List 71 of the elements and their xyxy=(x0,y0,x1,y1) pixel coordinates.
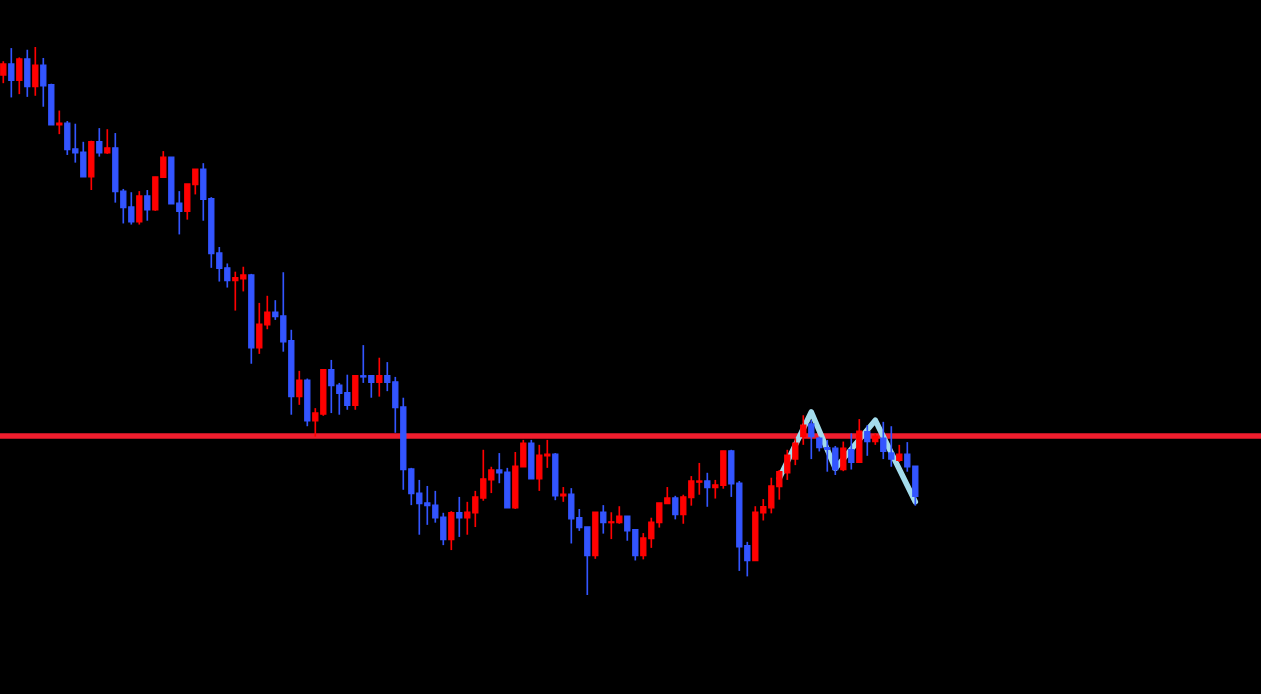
candlestick xyxy=(480,448,487,502)
candlestick xyxy=(56,109,63,135)
candlestick xyxy=(824,439,831,473)
candlestick xyxy=(688,475,695,507)
candlestick xyxy=(544,439,551,469)
candlestick xyxy=(904,441,911,473)
candlestick xyxy=(880,420,887,460)
candlestick xyxy=(72,122,79,164)
candlestick xyxy=(160,150,167,179)
candlestick xyxy=(360,344,367,384)
candlestick xyxy=(832,445,839,476)
candlestick xyxy=(520,439,527,468)
candlestick xyxy=(864,424,871,457)
candlestick xyxy=(344,373,351,411)
candlestick xyxy=(256,302,263,355)
candlestick xyxy=(240,265,247,293)
candlestick xyxy=(40,57,47,108)
candlestick xyxy=(424,485,431,526)
candlestick xyxy=(696,462,703,496)
candlestick xyxy=(640,532,647,561)
candlestick xyxy=(216,246,223,283)
candlestick xyxy=(712,479,719,500)
candlestick xyxy=(336,382,343,416)
candlestick xyxy=(0,60,7,85)
candlestick xyxy=(472,490,479,528)
candlestick xyxy=(624,515,631,542)
candlestick xyxy=(848,432,855,471)
candlestick xyxy=(416,479,423,536)
candlestick xyxy=(840,440,847,472)
candlestick xyxy=(328,359,335,414)
candlestick xyxy=(384,361,391,392)
candlestick xyxy=(376,356,383,398)
candlestick xyxy=(296,370,303,406)
candlestick xyxy=(784,448,791,481)
candlestick xyxy=(608,511,615,540)
candlestick xyxy=(680,493,687,525)
candlestick xyxy=(576,508,583,532)
candlestick xyxy=(888,425,895,468)
candlestick xyxy=(368,374,375,399)
candlestick xyxy=(104,128,111,155)
candlestick xyxy=(800,414,807,446)
candlestick xyxy=(744,541,751,578)
candlestick xyxy=(16,56,23,95)
candlestick xyxy=(176,190,183,236)
candlestick xyxy=(232,270,239,312)
candlestick xyxy=(496,452,503,485)
candlestick xyxy=(656,502,663,529)
candlestick xyxy=(672,494,679,521)
candlestick xyxy=(760,498,767,522)
candlestick xyxy=(264,294,271,331)
candlestick xyxy=(432,490,439,524)
candlestick xyxy=(440,511,447,546)
candlestick xyxy=(312,407,319,438)
candlestick xyxy=(808,419,815,460)
candlestick xyxy=(488,465,495,494)
candlestick xyxy=(120,188,127,225)
candlestick xyxy=(96,127,103,158)
candlestick xyxy=(536,444,543,492)
candlestick xyxy=(224,262,231,289)
candlestick xyxy=(600,504,607,535)
candlestick xyxy=(128,191,135,226)
candlestick xyxy=(144,189,151,222)
candlestick xyxy=(456,496,463,538)
candlestick xyxy=(768,476,775,515)
candlestick xyxy=(648,516,655,549)
candlestick xyxy=(776,469,783,501)
candlestick xyxy=(32,46,39,97)
candlestick xyxy=(8,47,15,99)
candlestick xyxy=(704,471,711,508)
candlestick xyxy=(192,168,199,196)
candlestick xyxy=(792,437,799,466)
